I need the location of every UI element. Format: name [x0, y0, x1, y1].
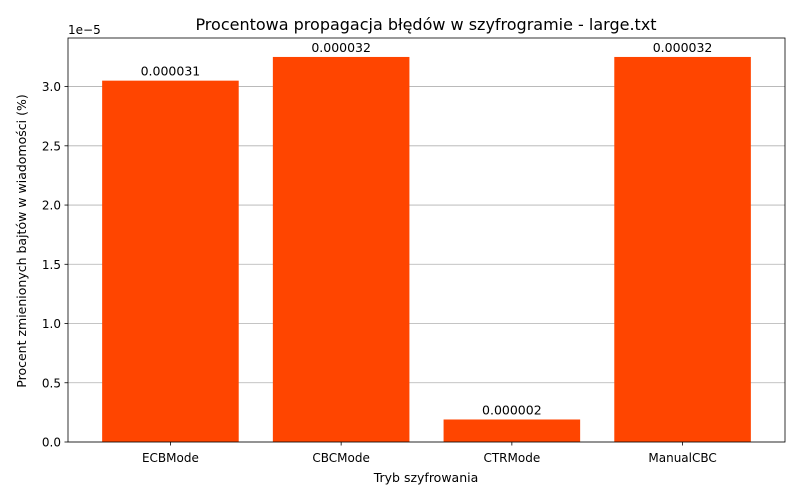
y-tick-label: 0.5 [42, 376, 61, 390]
bar-value-label: 0.000032 [311, 40, 371, 55]
axes: 0.0 0.5 1.0 1.5 2.0 2.5 3.0 ECBMode CBCMode CTRMo… [42, 37, 786, 465]
x-tick-label: ManualCBC [648, 451, 716, 465]
bar-ctrmode [443, 419, 581, 442]
bars [102, 56, 751, 442]
bar-value-label: 0.000002 [482, 402, 542, 417]
y-tick-label: 1.0 [42, 317, 61, 331]
y-axis-offset-text: 1e−5 [68, 23, 101, 37]
y-tick-label: 2.5 [42, 139, 61, 153]
plot-frame [67, 37, 786, 443]
y-tick-label: 0.0 [42, 436, 61, 450]
y-axis-title: Procent zmienionych bajtów w wiadomości … [14, 94, 29, 387]
x-tick-label: CBCMode [312, 451, 369, 465]
bar-manualcbc [614, 56, 751, 442]
chart-title: Procentowa propagacja błędów w szyfrogra… [195, 15, 656, 34]
bar-value-labels: 0.000031 0.000032 0.000002 0.000032 [141, 40, 713, 418]
y-tick-label: 3.0 [42, 80, 61, 94]
y-tick-label: 2.0 [42, 199, 61, 213]
bar-ecbmode [102, 80, 239, 442]
x-tick-label: ECBMode [142, 451, 199, 465]
y-tick-label: 1.5 [42, 258, 61, 272]
x-tick-label: CTRMode [483, 451, 540, 465]
bar-value-label: 0.000031 [141, 64, 201, 79]
bar-value-label: 0.000032 [653, 40, 713, 55]
bar-cbcmode [272, 56, 410, 442]
x-axis-title: Tryb szyfrowania [373, 470, 479, 485]
